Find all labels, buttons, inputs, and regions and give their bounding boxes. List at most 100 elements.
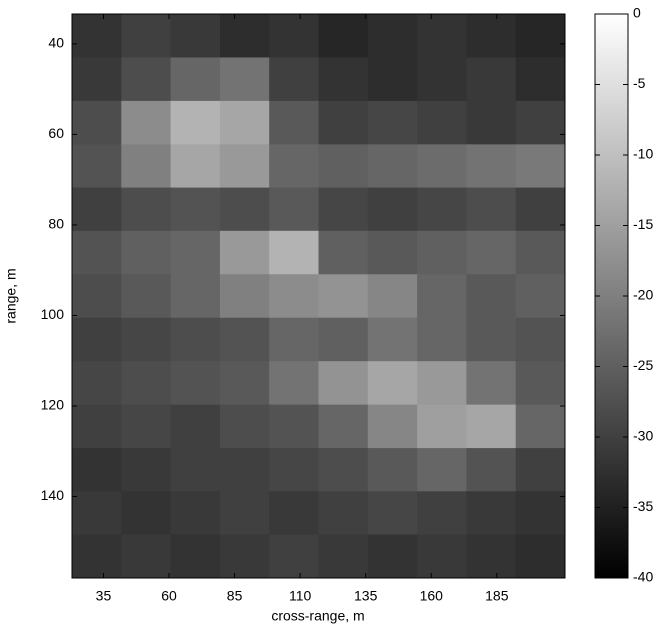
heatmap-cell (318, 361, 369, 406)
heatmap-cell (318, 144, 369, 189)
heatmap-cell (417, 230, 467, 275)
heatmap-cell (367, 317, 418, 362)
heatmap-cell (515, 448, 566, 492)
x-tick-label: 110 (289, 588, 312, 604)
x-tick-label: 135 (354, 588, 378, 604)
heatmap-cell (219, 274, 270, 319)
heatmap-cell (72, 534, 122, 579)
heatmap-cell (417, 274, 467, 319)
heatmap-cell (269, 57, 319, 102)
heatmap-cell (121, 361, 172, 406)
heatmap-cell (219, 187, 270, 232)
heatmap-cell (170, 448, 221, 492)
heatmap-cell (170, 57, 221, 102)
heatmap-cell (121, 187, 172, 232)
heatmap-cell (269, 491, 319, 536)
heatmap-cell (269, 14, 319, 58)
y-tick-label: 80 (48, 216, 64, 232)
heatmap-cell (269, 187, 319, 232)
heatmap-cell (466, 404, 517, 449)
y-tick-label: 40 (48, 35, 64, 51)
heatmap-cell (121, 100, 172, 145)
heatmap-cell (417, 187, 467, 232)
heatmap-cell (72, 491, 122, 536)
x-tick-label: 35 (96, 588, 112, 604)
heatmap-cell (515, 361, 566, 406)
heatmap-cell (318, 317, 369, 362)
heatmap-cell (318, 230, 369, 275)
heatmap-cell (269, 274, 319, 319)
heatmap-cell (417, 361, 467, 406)
heatmap-cell (466, 448, 517, 492)
heatmap-cell (170, 361, 221, 406)
colorbar (594, 13, 629, 579)
heatmap-cell (466, 491, 517, 536)
heatmap-cell (170, 230, 221, 275)
heatmap-cell (269, 230, 319, 275)
heatmap-cell (367, 187, 418, 232)
colorbar-tick-label: -15 (633, 216, 653, 232)
colorbar-tick-label: -40 (633, 569, 653, 585)
heatmap-cell (121, 230, 172, 275)
y-tick-label: 60 (48, 125, 64, 141)
heatmap-cell (466, 230, 517, 275)
heatmap-cell (269, 448, 319, 492)
heatmap-cell (219, 448, 270, 492)
heatmap-cell (318, 534, 369, 579)
heatmap-cell (72, 317, 122, 362)
heatmap-cell (72, 187, 122, 232)
colorbar-tick-label: -35 (633, 498, 653, 514)
heatmap-cell (269, 100, 319, 145)
heatmap-cell (219, 100, 270, 145)
heatmap-cell (72, 144, 122, 189)
heatmap-cell (121, 404, 172, 449)
colorbar-tick-label: 0 (633, 5, 641, 21)
heatmap-cell (72, 404, 122, 449)
heatmap-cell (318, 187, 369, 232)
heatmap-cell (515, 144, 566, 189)
colorbar-tick-label: -30 (633, 428, 653, 444)
y-axis-label: range, m (3, 268, 19, 323)
heatmap-cell (367, 14, 418, 58)
heatmap-cell (121, 491, 172, 536)
heatmap-cell (417, 144, 467, 189)
heatmap-cell (417, 14, 467, 58)
heatmap-cell (72, 361, 122, 406)
heatmap-cell (367, 274, 418, 319)
heatmap-cell (318, 491, 369, 536)
heatmap-cell (466, 14, 517, 58)
heatmap-cell (466, 144, 517, 189)
heatmap-cell (367, 57, 418, 102)
heatmap-cell (417, 404, 467, 449)
x-tick-label: 60 (161, 588, 177, 604)
heatmap-cell (170, 534, 221, 579)
heatmap-cell (318, 448, 369, 492)
heatmap-cell (170, 491, 221, 536)
heatmap-cell (466, 274, 517, 319)
heatmap (72, 14, 566, 579)
heatmap-cell (72, 230, 122, 275)
heatmap-cell (318, 404, 369, 449)
heatmap-cell (219, 230, 270, 275)
heatmap-cell (170, 14, 221, 58)
colorbar-tick-label: -5 (633, 75, 646, 91)
heatmap-cell (367, 230, 418, 275)
heatmap-cell (269, 404, 319, 449)
heatmap-cell (466, 317, 517, 362)
heatmap-cell (269, 361, 319, 406)
heatmap-cell (219, 317, 270, 362)
heatmap-cell (466, 534, 517, 579)
heatmap-cell (121, 57, 172, 102)
heatmap-cell (170, 317, 221, 362)
heatmap-cell (367, 361, 418, 406)
x-tick-label: 185 (485, 588, 509, 604)
heatmap-cell (269, 144, 319, 189)
heatmap-cell (367, 404, 418, 449)
heatmap-cell (318, 274, 369, 319)
colorbar-tick-label: -10 (633, 146, 653, 162)
y-tick-label: 140 (41, 487, 65, 503)
colorbar-tick-label: -25 (633, 357, 653, 373)
heatmap-cell (515, 57, 566, 102)
heatmap-cell (318, 100, 369, 145)
